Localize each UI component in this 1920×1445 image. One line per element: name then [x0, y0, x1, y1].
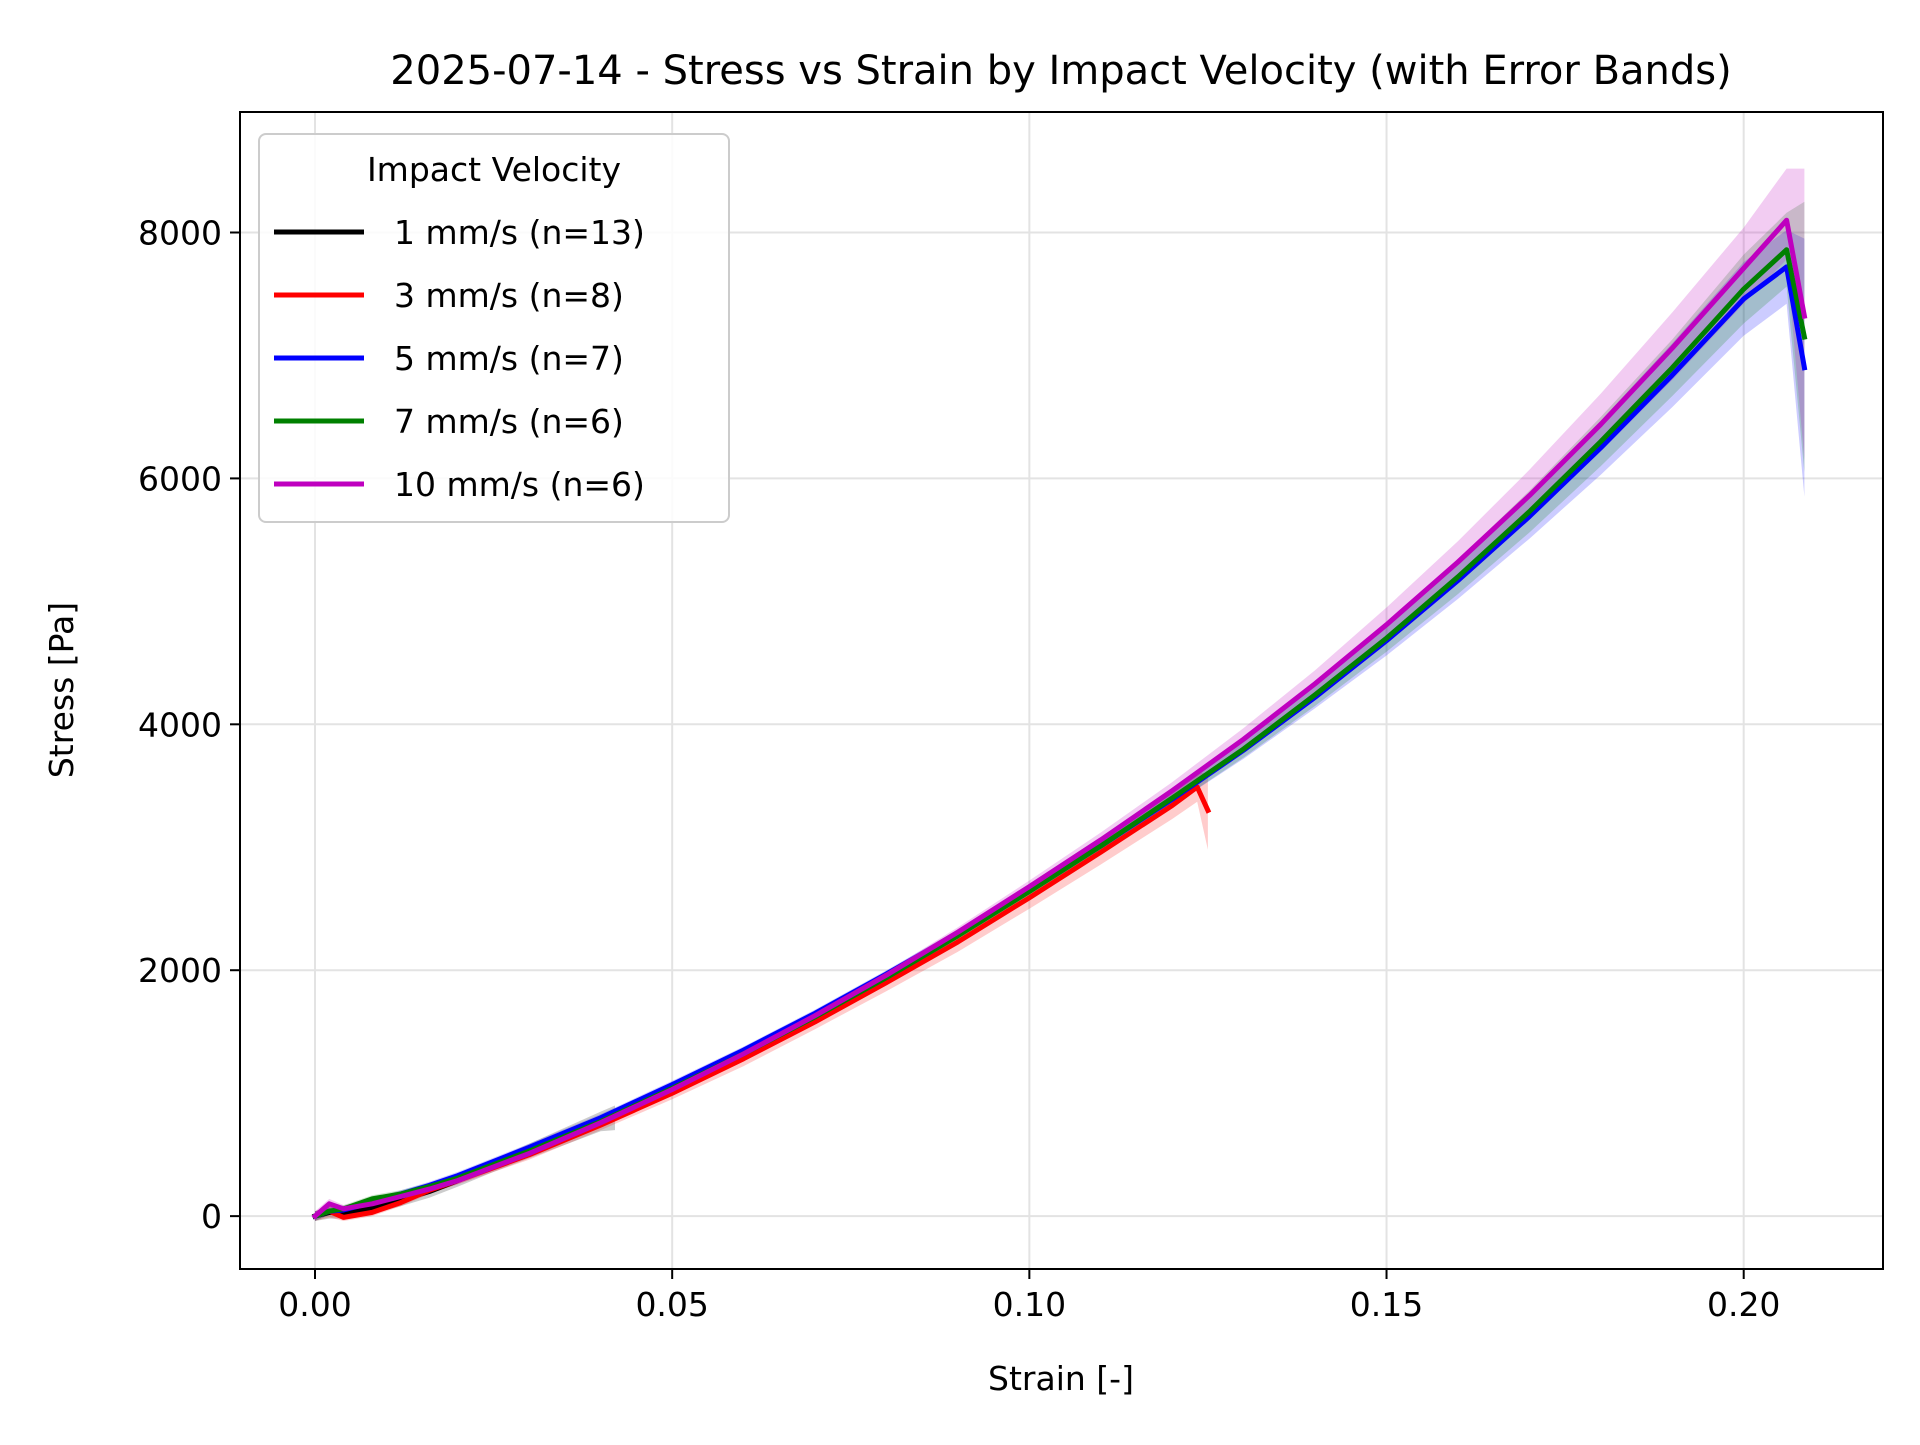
x-tick-label: 0.20: [1707, 1285, 1780, 1324]
plot-frame: [239, 111, 1884, 1270]
x-axis-label: Strain [-]: [988, 1359, 1134, 1398]
legend-entries: 1 mm/s (n=13) 3 mm/s (n=8) 5 mm/s (n=7) 7 m…: [274, 213, 645, 504]
series-line-3-mm-s: [311, 784, 1212, 1220]
y-tick-label: 2000: [138, 951, 222, 990]
y-tick-label: 0: [201, 1197, 222, 1236]
legend-label-10-mm-s: 10 mm/s (n=6): [394, 465, 645, 504]
y-tick-label: 6000: [138, 459, 222, 498]
series-line-10-mm-s: [311, 217, 1808, 1220]
x-tick-label: 0.00: [278, 1285, 351, 1324]
axis-ticks: 0.00 0.05 0.10 0.15 0.20 0 2000 4000 6000 8000: [138, 213, 1780, 1324]
legend-box: [258, 133, 730, 523]
legend-title: Impact Velocity: [367, 150, 621, 189]
legend-label-5-mm-s: 5 mm/s (n=7): [394, 339, 624, 378]
series-line-layer: [311, 217, 1808, 1220]
legend-label-1-mm-s: 1 mm/s (n=13): [394, 213, 645, 252]
chart-title: 2025-07-14 - Stress vs Strain by Impact …: [390, 48, 1731, 94]
y-axis-label: Stress [Pa]: [42, 602, 81, 778]
legend: Impact Velocity 1 mm/s (n=13) 3 mm/s (n=8…: [258, 133, 730, 523]
y-tick-label: 4000: [138, 705, 222, 744]
x-tick-label: 0.15: [1350, 1285, 1423, 1324]
x-tick-label: 0.10: [993, 1285, 1066, 1324]
legend-label-3-mm-s: 3 mm/s (n=8): [394, 276, 624, 315]
y-tick-label: 8000: [138, 213, 222, 252]
x-tick-label: 0.05: [635, 1285, 708, 1324]
legend-label-7-mm-s: 7 mm/s (n=6): [394, 402, 624, 441]
